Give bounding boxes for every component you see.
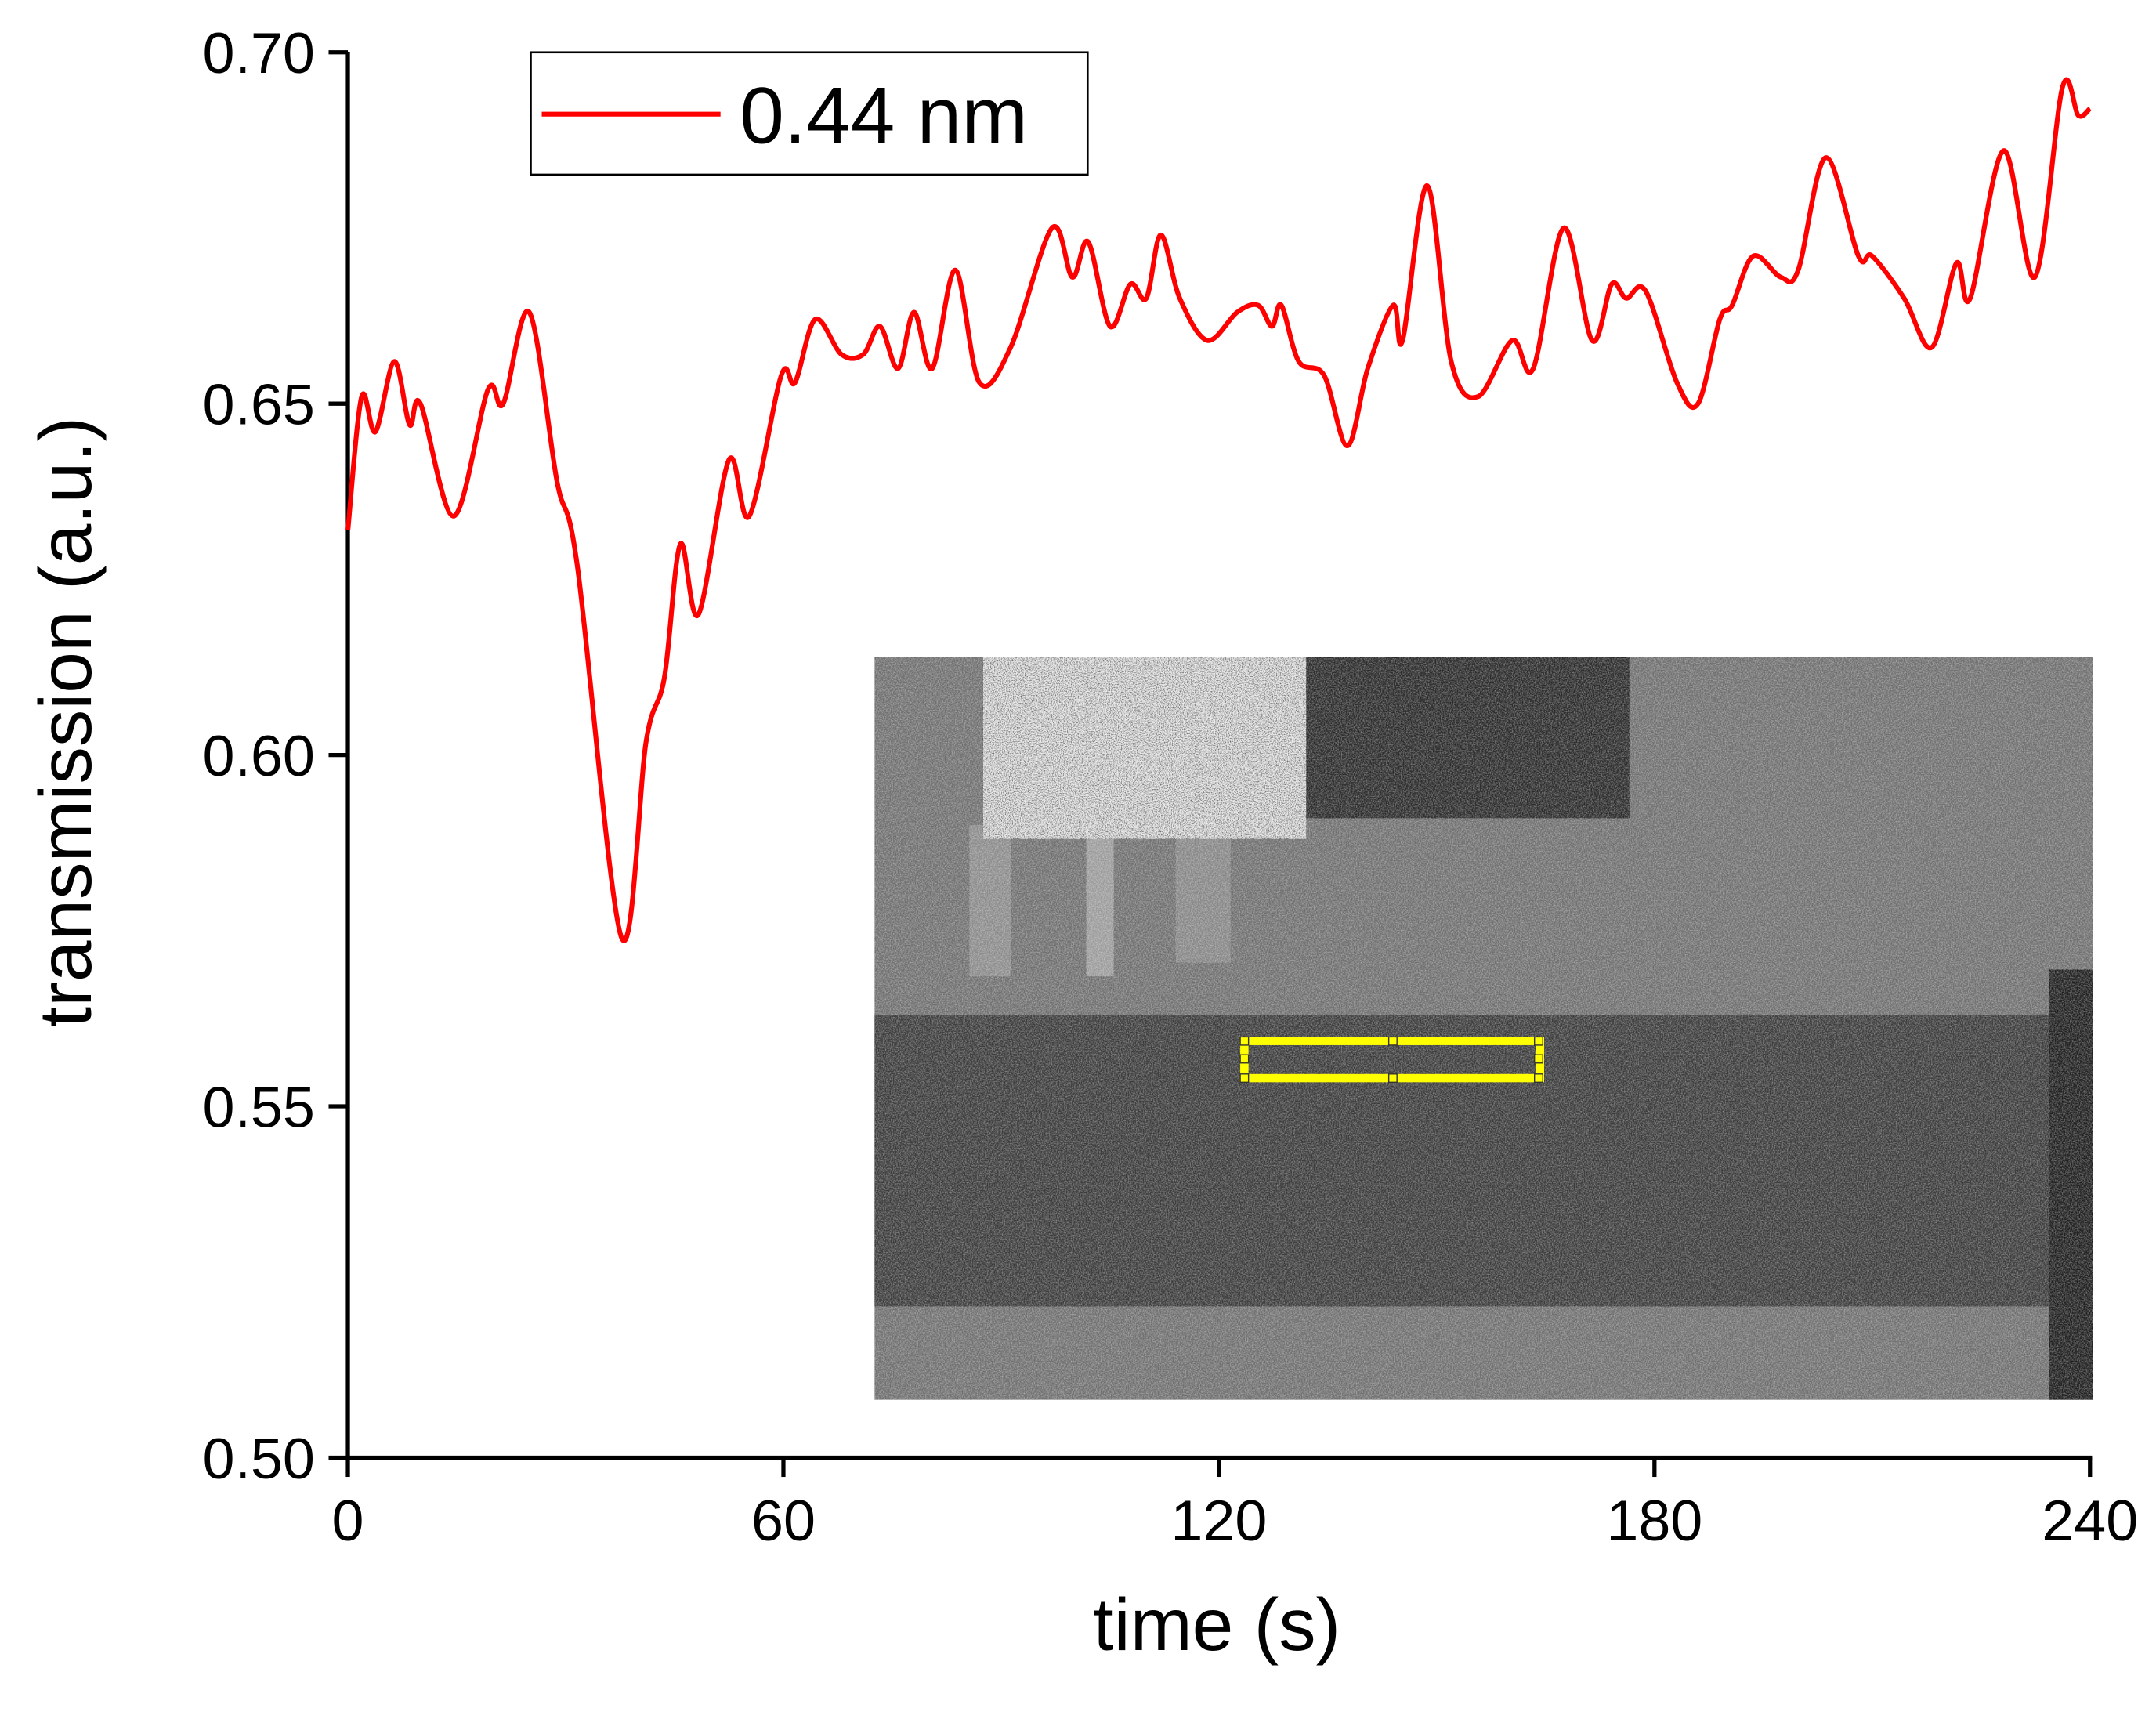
x-tick-label: 180 [1606, 1488, 1702, 1553]
y-tick-label: 0.60 [202, 723, 314, 788]
data-line [345, 77, 2092, 943]
y-tick-label: 0.65 [202, 372, 314, 437]
x-tick-label: 120 [1170, 1488, 1267, 1553]
y-tick-label: 0.50 [202, 1426, 314, 1491]
roi-handles [1239, 1036, 1543, 1084]
x-tick-label: 0 [332, 1488, 364, 1553]
x-tick-label: 240 [2042, 1488, 2138, 1553]
legend: 0.44 nm [530, 51, 1089, 176]
x-tick-label: 60 [751, 1488, 816, 1553]
y-tick-label: 0.55 [202, 1074, 314, 1139]
legend-label: 0.44 nm [740, 71, 1028, 161]
x-axis-label: time (s) [1093, 1583, 1340, 1667]
inset-image [874, 657, 2093, 1400]
y-axis-label: transmission (a.u.) [24, 417, 107, 1027]
inset-speckle [982, 657, 1307, 839]
y-tick-label: 0.70 [202, 20, 314, 85]
